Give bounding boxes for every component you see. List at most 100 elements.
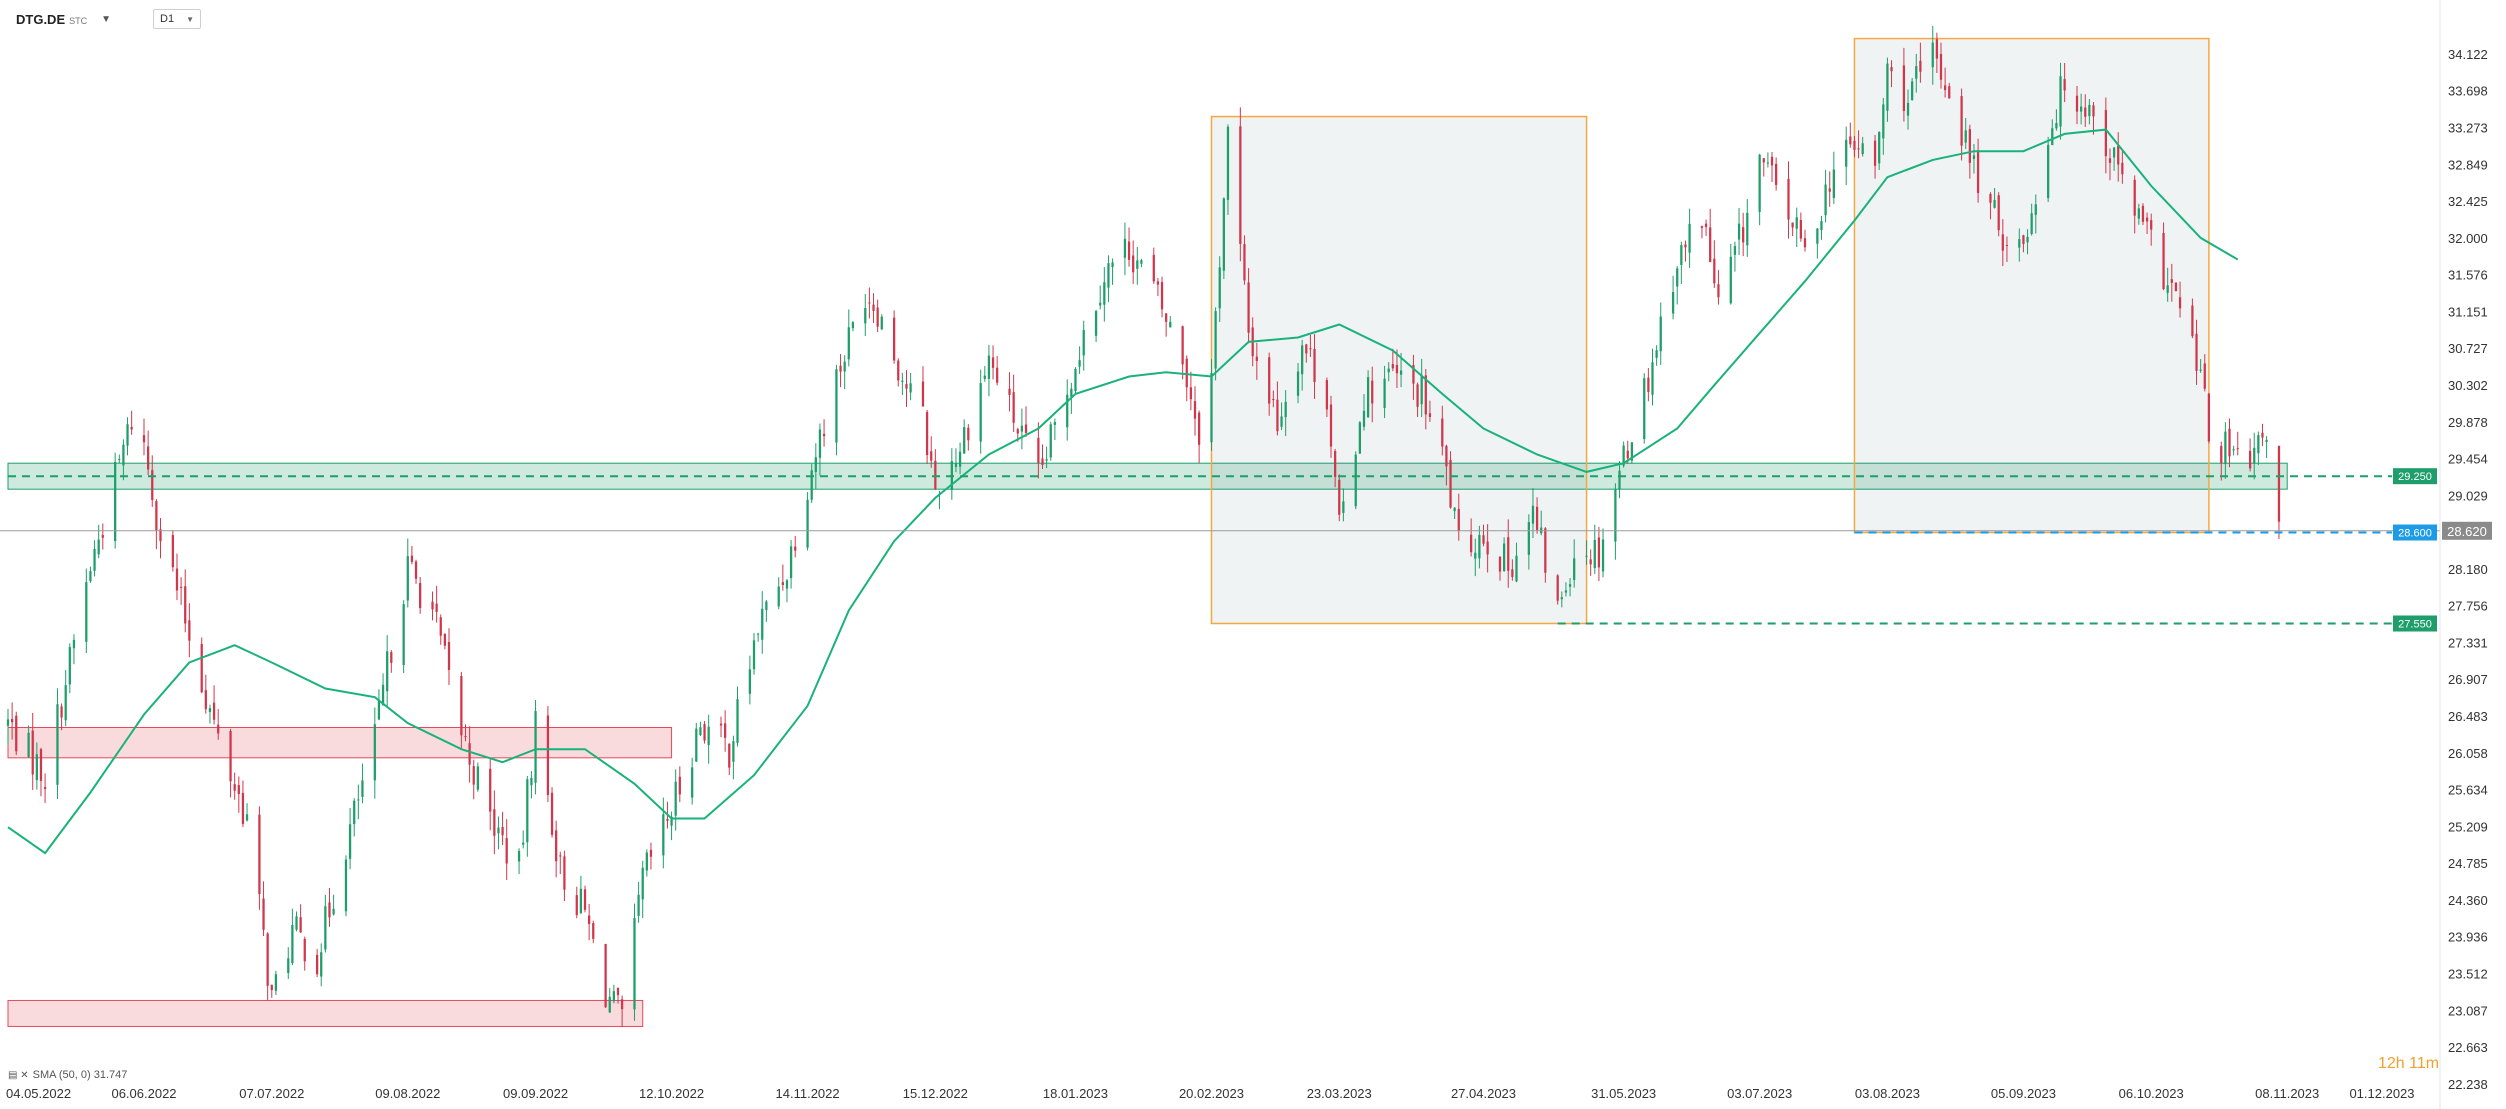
candle-body — [1684, 244, 1687, 248]
candle-body — [864, 307, 867, 324]
candle-body — [1226, 126, 1230, 200]
candle-body — [204, 690, 207, 710]
candle-body — [2145, 217, 2149, 222]
indicator-icon: ▤ ✕ — [8, 1069, 29, 1081]
candle-body — [2265, 439, 2268, 442]
candle-body — [930, 451, 933, 461]
candle-body — [1972, 155, 1976, 159]
candle-body — [2108, 158, 2112, 163]
candle-body — [344, 859, 348, 912]
candle-body — [262, 898, 265, 930]
candle-body — [1845, 139, 1848, 167]
y-tick-label: 23.512 — [2448, 966, 2488, 981]
candle-body — [695, 728, 698, 762]
candle-body — [1861, 143, 1864, 155]
indicator-legend[interactable]: ▤ ✕ SMA (50, 0) 31.747 — [8, 1069, 127, 1081]
candle-body — [905, 383, 908, 389]
candle-body — [897, 360, 900, 381]
candle-body — [1770, 156, 1774, 166]
candle-body — [1016, 429, 1019, 434]
time-axis[interactable]: 04.05.2022 06.06.2022 07.07.2022 09.08.2022… — [6, 1086, 2415, 1101]
candle-body — [1882, 104, 1885, 139]
candle-body — [1560, 597, 1563, 600]
y-tick-label: 27.756 — [2448, 599, 2488, 614]
x-tick-label: 03.07.2023 — [1727, 1086, 1792, 1101]
candle-body — [728, 743, 731, 768]
candle-body — [703, 724, 706, 741]
candle-body — [555, 830, 558, 862]
candle-body — [1643, 378, 1646, 440]
candle-body — [315, 954, 319, 975]
candle-body — [2199, 369, 2202, 371]
candle-body — [212, 702, 216, 720]
candle-body — [159, 529, 162, 542]
candle-body — [2203, 363, 2206, 389]
candle-body — [1787, 178, 1790, 220]
candle-body — [1342, 501, 1345, 513]
candle-body — [1828, 188, 1831, 192]
level-tag-0 — [2393, 468, 2437, 485]
candle-body — [489, 768, 492, 812]
candle-body — [2261, 432, 2264, 438]
x-tick-label: 08.11.2023 — [2255, 1086, 2319, 1101]
candle-body — [2055, 122, 2058, 129]
candle-body — [1737, 223, 1741, 240]
candle-body — [146, 446, 150, 470]
candle-body — [320, 952, 323, 977]
candle-body — [835, 369, 838, 443]
symbol-name[interactable]: DTG.DE — [16, 11, 66, 27]
candle-body — [1127, 241, 1131, 260]
timeframe-selector[interactable]: D1 ▼ — [153, 9, 202, 29]
candle-body — [6, 719, 10, 726]
candle-body — [2137, 208, 2140, 219]
candle-body — [118, 458, 121, 460]
candle-body — [1371, 380, 1374, 404]
candle-body — [1878, 131, 1881, 164]
candle-body — [1470, 534, 1473, 553]
sma-line — [7, 128, 2239, 855]
candle-body — [1012, 392, 1015, 423]
candle-body — [27, 732, 30, 758]
y-tick-label: 26.907 — [2448, 672, 2488, 687]
candle-body — [1709, 227, 1712, 263]
y-tick-label: 23.936 — [2448, 930, 2488, 945]
y-tick-label: 22.663 — [2448, 1040, 2488, 1055]
candle-body — [361, 780, 364, 797]
candle-body — [612, 991, 615, 1002]
level-tag-1 — [2393, 524, 2437, 541]
candle-body — [460, 676, 463, 736]
candle-body — [101, 535, 104, 538]
candle-body — [691, 767, 694, 798]
candle-body — [93, 548, 96, 571]
candle-body — [806, 499, 809, 548]
candle-body — [1185, 358, 1188, 388]
candle-body — [126, 424, 129, 446]
candle-body — [1008, 388, 1011, 395]
candle-body — [270, 984, 273, 991]
candle-body — [641, 867, 644, 900]
candle-body — [2022, 235, 2025, 245]
candle-body — [1775, 163, 1778, 185]
candle-body — [1498, 556, 1502, 572]
x-tick-label: 06.10.2023 — [2119, 1086, 2184, 1101]
candle-body — [1412, 365, 1415, 384]
candle-body — [237, 785, 240, 795]
x-tick-label: 04.05.2022 — [6, 1086, 71, 1101]
y-tick-label: 34.122 — [2448, 47, 2488, 62]
candle-body — [1247, 282, 1250, 333]
candle-body — [789, 546, 793, 579]
candle-body — [2195, 333, 2198, 371]
candle-body — [291, 924, 294, 964]
candle-body — [2170, 279, 2173, 283]
candle-body — [2133, 179, 2136, 216]
candle-body — [934, 460, 937, 490]
candle-body — [1597, 537, 1601, 568]
symbol-dropdown-icon[interactable]: ▼ — [101, 13, 112, 25]
candle-body — [1078, 360, 1081, 367]
candle-body — [1931, 42, 1934, 68]
candle-body — [1799, 220, 1802, 239]
price-axis[interactable]: 34.122 33.698 33.273 32.849 32.425 32.000 31.5… — [2448, 47, 2488, 1092]
level-tag-2 — [2393, 615, 2437, 632]
candle-body — [324, 906, 327, 950]
